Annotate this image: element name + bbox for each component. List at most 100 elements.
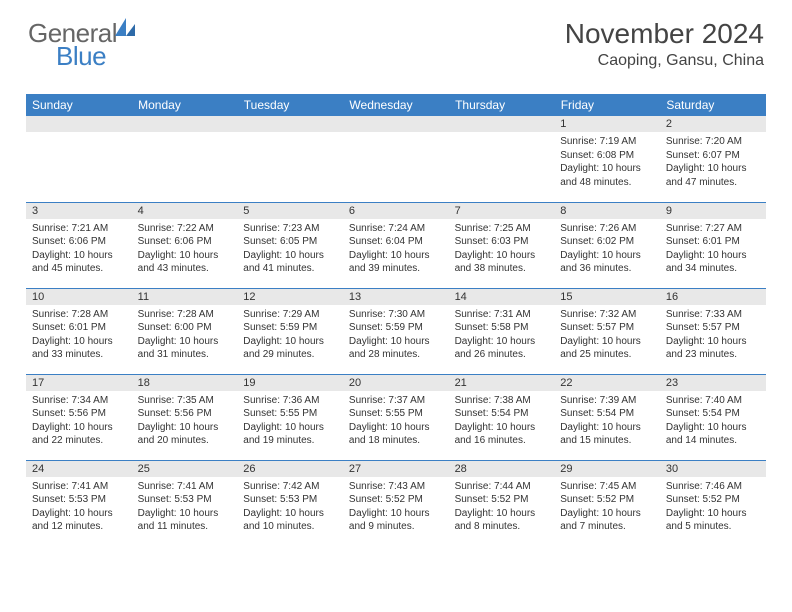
sunset-line: Sunset: 5:53 PM (243, 493, 337, 507)
day-content (449, 132, 555, 139)
daylight-line: Daylight: 10 hours and 31 minutes. (138, 335, 232, 362)
sunset-line: Sunset: 5:52 PM (666, 493, 760, 507)
day-number-bar: 1 (554, 116, 660, 132)
sunset-line: Sunset: 6:00 PM (138, 321, 232, 335)
daylight-line: Daylight: 10 hours and 23 minutes. (666, 335, 760, 362)
day-content: Sunrise: 7:34 AMSunset: 5:56 PMDaylight:… (26, 391, 132, 452)
sunrise-line: Sunrise: 7:41 AM (138, 480, 232, 494)
day-content: Sunrise: 7:43 AMSunset: 5:52 PMDaylight:… (343, 477, 449, 538)
daylight-line: Daylight: 10 hours and 5 minutes. (666, 507, 760, 534)
sunrise-line: Sunrise: 7:31 AM (455, 308, 549, 322)
calendar-body: 1Sunrise: 7:19 AMSunset: 6:08 PMDaylight… (26, 116, 766, 546)
calendar-day-cell: 28Sunrise: 7:44 AMSunset: 5:52 PMDayligh… (449, 460, 555, 546)
calendar-day-cell (26, 116, 132, 202)
sunset-line: Sunset: 5:53 PM (138, 493, 232, 507)
day-number-bar: 6 (343, 203, 449, 219)
sunset-line: Sunset: 5:55 PM (243, 407, 337, 421)
calendar-day-cell: 23Sunrise: 7:40 AMSunset: 5:54 PMDayligh… (660, 374, 766, 460)
sunrise-line: Sunrise: 7:28 AM (32, 308, 126, 322)
day-number-bar: 13 (343, 289, 449, 305)
sunrise-line: Sunrise: 7:19 AM (560, 135, 654, 149)
calendar-day-cell: 17Sunrise: 7:34 AMSunset: 5:56 PMDayligh… (26, 374, 132, 460)
daylight-line: Daylight: 10 hours and 12 minutes. (32, 507, 126, 534)
sunset-line: Sunset: 5:57 PM (560, 321, 654, 335)
calendar-day-cell: 18Sunrise: 7:35 AMSunset: 5:56 PMDayligh… (132, 374, 238, 460)
daylight-line: Daylight: 10 hours and 8 minutes. (455, 507, 549, 534)
calendar-day-cell: 11Sunrise: 7:28 AMSunset: 6:00 PMDayligh… (132, 288, 238, 374)
day-content: Sunrise: 7:44 AMSunset: 5:52 PMDaylight:… (449, 477, 555, 538)
sunrise-line: Sunrise: 7:35 AM (138, 394, 232, 408)
sunrise-line: Sunrise: 7:24 AM (349, 222, 443, 236)
sunset-line: Sunset: 6:01 PM (32, 321, 126, 335)
sunset-line: Sunset: 6:04 PM (349, 235, 443, 249)
calendar-day-cell: 16Sunrise: 7:33 AMSunset: 5:57 PMDayligh… (660, 288, 766, 374)
daylight-line: Daylight: 10 hours and 16 minutes. (455, 421, 549, 448)
daylight-line: Daylight: 10 hours and 25 minutes. (560, 335, 654, 362)
daylight-line: Daylight: 10 hours and 45 minutes. (32, 249, 126, 276)
sunset-line: Sunset: 5:54 PM (455, 407, 549, 421)
sunrise-line: Sunrise: 7:43 AM (349, 480, 443, 494)
day-content: Sunrise: 7:37 AMSunset: 5:55 PMDaylight:… (343, 391, 449, 452)
sunset-line: Sunset: 6:05 PM (243, 235, 337, 249)
sunrise-line: Sunrise: 7:28 AM (138, 308, 232, 322)
day-content: Sunrise: 7:38 AMSunset: 5:54 PMDaylight:… (449, 391, 555, 452)
logo-sail-icon (115, 12, 137, 43)
daylight-line: Daylight: 10 hours and 34 minutes. (666, 249, 760, 276)
calendar-day-cell: 1Sunrise: 7:19 AMSunset: 6:08 PMDaylight… (554, 116, 660, 202)
day-number-bar: 17 (26, 375, 132, 391)
day-content: Sunrise: 7:19 AMSunset: 6:08 PMDaylight:… (554, 132, 660, 193)
day-number-bar: 21 (449, 375, 555, 391)
logo-word-blue: Blue (56, 41, 106, 71)
day-number-bar: 11 (132, 289, 238, 305)
calendar-day-cell: 22Sunrise: 7:39 AMSunset: 5:54 PMDayligh… (554, 374, 660, 460)
day-content: Sunrise: 7:28 AMSunset: 6:01 PMDaylight:… (26, 305, 132, 366)
sunrise-line: Sunrise: 7:32 AM (560, 308, 654, 322)
weekday-header: Sunday (26, 94, 132, 116)
day-content: Sunrise: 7:29 AMSunset: 5:59 PMDaylight:… (237, 305, 343, 366)
daylight-line: Daylight: 10 hours and 39 minutes. (349, 249, 443, 276)
calendar-day-cell: 9Sunrise: 7:27 AMSunset: 6:01 PMDaylight… (660, 202, 766, 288)
calendar-week-row: 10Sunrise: 7:28 AMSunset: 6:01 PMDayligh… (26, 288, 766, 374)
sunrise-line: Sunrise: 7:45 AM (560, 480, 654, 494)
day-content: Sunrise: 7:46 AMSunset: 5:52 PMDaylight:… (660, 477, 766, 538)
daylight-line: Daylight: 10 hours and 43 minutes. (138, 249, 232, 276)
sunrise-line: Sunrise: 7:29 AM (243, 308, 337, 322)
calendar-head: SundayMondayTuesdayWednesdayThursdayFrid… (26, 94, 766, 116)
weekday-header: Friday (554, 94, 660, 116)
sunset-line: Sunset: 5:56 PM (138, 407, 232, 421)
daylight-line: Daylight: 10 hours and 22 minutes. (32, 421, 126, 448)
day-number-bar: 24 (26, 461, 132, 477)
day-content: Sunrise: 7:41 AMSunset: 5:53 PMDaylight:… (132, 477, 238, 538)
sunrise-line: Sunrise: 7:26 AM (560, 222, 654, 236)
calendar-day-cell: 4Sunrise: 7:22 AMSunset: 6:06 PMDaylight… (132, 202, 238, 288)
calendar-day-cell (343, 116, 449, 202)
day-content: Sunrise: 7:25 AMSunset: 6:03 PMDaylight:… (449, 219, 555, 280)
day-number-bar: 23 (660, 375, 766, 391)
daylight-line: Daylight: 10 hours and 7 minutes. (560, 507, 654, 534)
day-content: Sunrise: 7:36 AMSunset: 5:55 PMDaylight:… (237, 391, 343, 452)
calendar-day-cell: 6Sunrise: 7:24 AMSunset: 6:04 PMDaylight… (343, 202, 449, 288)
daylight-line: Daylight: 10 hours and 11 minutes. (138, 507, 232, 534)
day-number-bar: 3 (26, 203, 132, 219)
day-number-bar: 25 (132, 461, 238, 477)
sunset-line: Sunset: 6:06 PM (138, 235, 232, 249)
sunrise-line: Sunrise: 7:22 AM (138, 222, 232, 236)
day-content (26, 132, 132, 139)
sunset-line: Sunset: 5:59 PM (243, 321, 337, 335)
day-content: Sunrise: 7:24 AMSunset: 6:04 PMDaylight:… (343, 219, 449, 280)
day-content: Sunrise: 7:30 AMSunset: 5:59 PMDaylight:… (343, 305, 449, 366)
day-content: Sunrise: 7:28 AMSunset: 6:00 PMDaylight:… (132, 305, 238, 366)
day-number-bar (449, 116, 555, 132)
calendar-day-cell: 3Sunrise: 7:21 AMSunset: 6:06 PMDaylight… (26, 202, 132, 288)
day-content: Sunrise: 7:21 AMSunset: 6:06 PMDaylight:… (26, 219, 132, 280)
sunrise-line: Sunrise: 7:39 AM (560, 394, 654, 408)
calendar-day-cell: 21Sunrise: 7:38 AMSunset: 5:54 PMDayligh… (449, 374, 555, 460)
location-subtitle: Caoping, Gansu, China (565, 52, 764, 70)
sunset-line: Sunset: 5:52 PM (349, 493, 443, 507)
sunset-line: Sunset: 5:53 PM (32, 493, 126, 507)
calendar-day-cell: 19Sunrise: 7:36 AMSunset: 5:55 PMDayligh… (237, 374, 343, 460)
sunrise-line: Sunrise: 7:41 AM (32, 480, 126, 494)
sunrise-line: Sunrise: 7:25 AM (455, 222, 549, 236)
day-number-bar: 27 (343, 461, 449, 477)
day-number-bar (237, 116, 343, 132)
